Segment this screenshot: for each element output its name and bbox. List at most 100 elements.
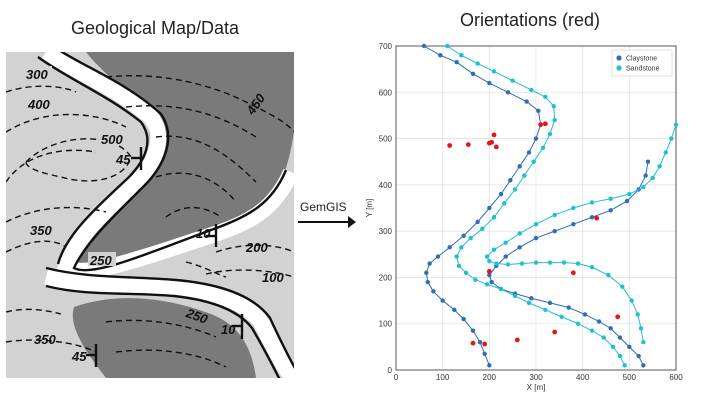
x-axis-label: X [m]	[527, 383, 546, 392]
data-point	[512, 187, 518, 192]
orientation-point	[447, 143, 453, 148]
data-point	[547, 131, 553, 137]
contour-label: 350	[30, 223, 52, 238]
data-point	[552, 228, 557, 234]
data-point	[589, 200, 595, 205]
data-point	[473, 277, 478, 282]
dip-label: 10	[221, 322, 236, 337]
data-point	[459, 53, 464, 58]
data-point	[589, 328, 595, 333]
data-point	[519, 261, 525, 266]
white-band-lower	[44, 269, 294, 378]
data-point	[447, 245, 452, 250]
data-point	[498, 286, 504, 292]
orientation-point	[493, 144, 499, 150]
x-tick-label: 600	[669, 373, 683, 382]
geological-map: 300 400 500 45 450 350 250 10 200 100 25…	[6, 52, 294, 378]
orientation-point	[594, 215, 600, 221]
data-point	[582, 312, 588, 317]
left-panel-title: Geological Map/Data	[70, 18, 240, 38]
y-tick-label: 300	[379, 227, 393, 236]
data-point	[505, 262, 511, 267]
series-sandstone	[445, 43, 627, 368]
data-point	[533, 136, 539, 141]
orientation-point	[482, 341, 488, 347]
data-point	[533, 222, 539, 227]
y-tick-label: 600	[379, 88, 393, 97]
strike-dip-symbols	[86, 147, 244, 367]
data-point	[505, 90, 511, 95]
data-point	[617, 353, 623, 359]
data-point	[510, 78, 515, 83]
data-point	[491, 247, 497, 252]
data-point	[571, 222, 576, 227]
data-point	[608, 326, 613, 331]
chart-series	[421, 43, 679, 368]
series-claystone	[421, 43, 543, 368]
data-point	[445, 43, 450, 49]
data-point	[663, 150, 668, 155]
data-point	[438, 53, 443, 58]
data-point	[487, 272, 492, 278]
data-point	[551, 103, 556, 109]
data-point	[470, 328, 476, 333]
data-point	[643, 173, 648, 178]
orientation-point	[542, 121, 548, 127]
data-point	[566, 305, 571, 310]
orientation-point	[514, 337, 520, 343]
y-tick-label: 0	[388, 366, 393, 375]
contour-label: 400	[27, 97, 50, 112]
x-tick-label: 400	[576, 373, 590, 382]
data-point	[543, 94, 548, 100]
data-point	[657, 164, 662, 169]
data-point	[427, 261, 432, 266]
data-point	[508, 178, 513, 183]
data-point	[627, 191, 632, 197]
orientation-point	[615, 314, 621, 320]
contour-label: 300	[26, 67, 48, 82]
data-point	[533, 260, 539, 265]
data-point	[477, 340, 483, 345]
orientation-point	[538, 122, 544, 128]
data-point	[487, 80, 492, 86]
data-point	[547, 300, 553, 306]
data-point	[454, 60, 459, 65]
orientation-point	[570, 270, 576, 276]
data-point	[552, 212, 557, 218]
arrow-icon	[298, 216, 356, 228]
data-point	[454, 254, 459, 259]
orientations-chart: 0 100 200 300 400 500 600 0 100 200 300 400 500 600 70…	[365, 42, 683, 392]
series-sandstone	[484, 122, 679, 345]
data-point	[561, 260, 567, 265]
data-point	[487, 205, 492, 211]
dip-label: 45	[71, 349, 87, 364]
data-point	[641, 340, 646, 345]
x-tick-label: 200	[483, 373, 497, 382]
data-point	[424, 270, 429, 275]
data-point	[503, 254, 508, 259]
dip-label: 45	[115, 152, 131, 167]
data-point	[452, 307, 457, 313]
data-point	[494, 261, 499, 266]
x-tick-label: 300	[529, 373, 543, 382]
orientation-point	[465, 142, 471, 147]
data-point	[650, 175, 655, 181]
data-point	[498, 191, 504, 197]
right-panel-title: Orientations (red)	[459, 10, 601, 30]
orientation-point	[470, 340, 476, 346]
x-tick-label: 500	[623, 373, 637, 382]
data-point	[431, 289, 436, 294]
y-tick-label: 200	[379, 273, 393, 282]
orientation-point	[552, 329, 558, 335]
data-point	[547, 260, 553, 265]
data-point	[484, 282, 490, 287]
dip-label: 10	[196, 226, 211, 241]
data-point	[536, 108, 541, 114]
data-point	[517, 164, 522, 169]
data-point	[491, 215, 497, 220]
data-point	[475, 61, 480, 66]
data-point	[489, 279, 494, 285]
y-tick-label: 500	[379, 135, 393, 144]
orientation-point	[491, 132, 497, 138]
data-point	[421, 43, 427, 49]
